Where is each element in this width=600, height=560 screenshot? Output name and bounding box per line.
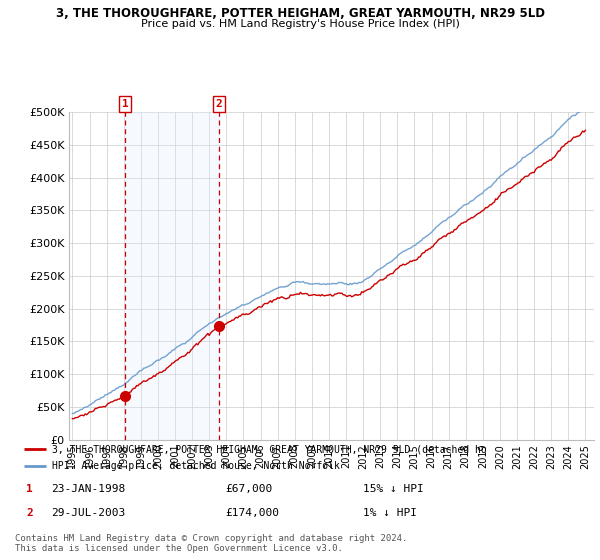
Text: 2: 2 bbox=[26, 508, 33, 518]
Text: £67,000: £67,000 bbox=[225, 484, 272, 494]
Bar bbox=[125, 112, 219, 440]
Text: HPI: Average price, detached house, North Norfolk: HPI: Average price, detached house, Nort… bbox=[52, 461, 340, 471]
Text: 1% ↓ HPI: 1% ↓ HPI bbox=[363, 508, 417, 518]
Text: 1: 1 bbox=[122, 99, 128, 109]
Text: 1: 1 bbox=[26, 484, 33, 494]
Text: 15% ↓ HPI: 15% ↓ HPI bbox=[363, 484, 424, 494]
Text: £174,000: £174,000 bbox=[225, 508, 279, 518]
Text: 3, THE THOROUGHFARE, POTTER HEIGHAM, GREAT YARMOUTH, NR29 5LD (detached ho: 3, THE THOROUGHFARE, POTTER HEIGHAM, GRE… bbox=[52, 444, 487, 454]
Text: 2: 2 bbox=[215, 99, 223, 109]
Text: 3, THE THOROUGHFARE, POTTER HEIGHAM, GREAT YARMOUTH, NR29 5LD: 3, THE THOROUGHFARE, POTTER HEIGHAM, GRE… bbox=[56, 7, 545, 20]
Text: Contains HM Land Registry data © Crown copyright and database right 2024.
This d: Contains HM Land Registry data © Crown c… bbox=[15, 534, 407, 553]
Text: Price paid vs. HM Land Registry's House Price Index (HPI): Price paid vs. HM Land Registry's House … bbox=[140, 19, 460, 29]
Text: 23-JAN-1998: 23-JAN-1998 bbox=[51, 484, 125, 494]
Text: 29-JUL-2003: 29-JUL-2003 bbox=[51, 508, 125, 518]
